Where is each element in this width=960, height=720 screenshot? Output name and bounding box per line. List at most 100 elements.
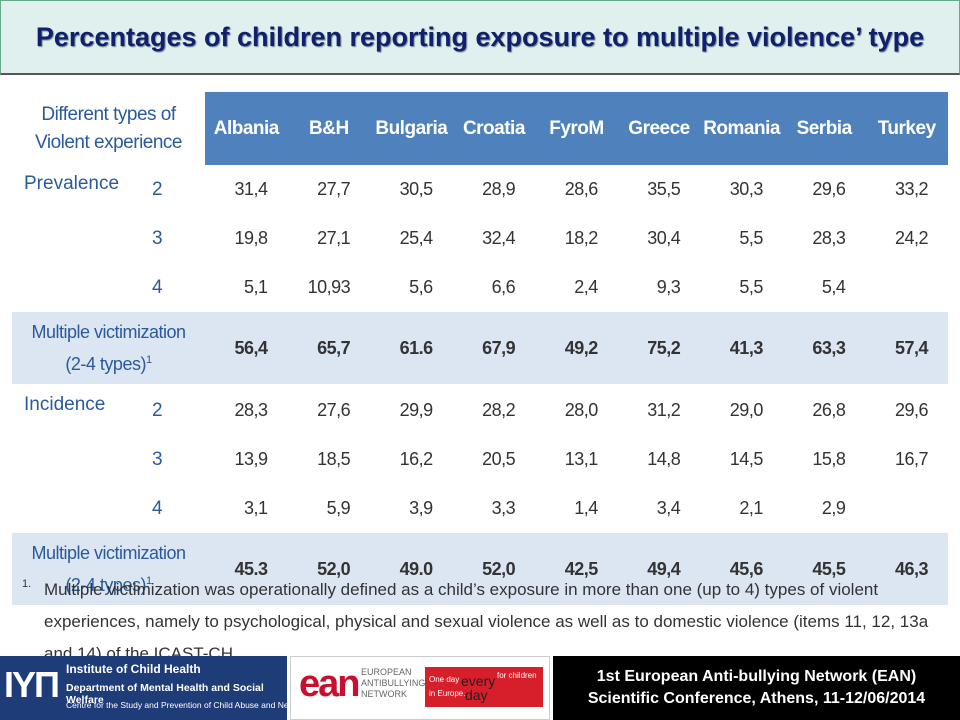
- ean-slogan: One day every day for children in Europe…: [425, 667, 543, 707]
- value-cell: 16,7: [894, 449, 929, 469]
- value-cell: 57,4: [865, 312, 948, 385]
- column-header: Turkey: [865, 92, 948, 165]
- value-cell: 3,3: [491, 498, 516, 518]
- value-cell: 41,3: [700, 312, 783, 385]
- value-cell: 45,6: [700, 533, 783, 605]
- value-cell: 20,5: [482, 449, 516, 469]
- value-cell: 25,4: [399, 228, 434, 248]
- value-cell: 28,2: [452, 384, 536, 435]
- slogan-part: One day: [429, 675, 460, 684]
- group-label: [12, 435, 132, 484]
- value-cell: 49,4: [617, 533, 701, 605]
- value-cell: 52,0: [287, 533, 371, 605]
- value-cell: 1,4: [574, 498, 598, 518]
- value-cell: [865, 484, 948, 533]
- value-cell: 29,9: [370, 384, 453, 435]
- slogan-part: for children: [497, 671, 537, 680]
- value-cell: 65,7: [287, 312, 371, 385]
- value-cell: 28,9: [482, 179, 516, 199]
- column-header: FyroM: [535, 92, 618, 165]
- summary-row: Multiple victimization (2-4 types)1 45.3 52…: [12, 533, 948, 605]
- value-cell: 10,93: [307, 277, 351, 297]
- institute-logo: ΙΥΠ Institute of Child Health Department…: [0, 656, 307, 720]
- value-cell: 26,8: [782, 384, 866, 435]
- value-cell: 13,9: [234, 449, 269, 469]
- data-table: Different types of Violent experience Alba…: [12, 92, 948, 605]
- value-cell: 42,5: [535, 533, 618, 605]
- value-cell: [865, 263, 948, 312]
- data-row: Incidence 2 28,3 27,6 29,9 28,2 28,0 31,2 29,0 26…: [12, 384, 948, 435]
- header-row: Different types of Violent experience Alba…: [12, 92, 948, 165]
- value-cell: 15,8: [812, 449, 846, 469]
- value-cell: 5,1: [244, 277, 268, 297]
- column-header: Croatia: [452, 92, 536, 165]
- logo-mark: ΙΥΠ: [4, 664, 60, 705]
- summary-sub: (2-4 types): [65, 354, 146, 374]
- type-label: 3: [152, 448, 163, 470]
- value-cell: 14,5: [729, 449, 764, 469]
- value-cell: 30,3: [729, 179, 764, 199]
- value-cell: 2,1: [739, 498, 763, 518]
- slogan-part: day: [465, 687, 488, 703]
- conference-line: Scientific Conference, Athens, 11-12/06/…: [587, 690, 926, 707]
- ean-word: ANTIBULLYING: [361, 678, 426, 688]
- value-cell: 33,2: [894, 179, 929, 199]
- value-cell: 5,6: [409, 277, 433, 297]
- value-cell: 28,0: [535, 384, 618, 435]
- column-header: Serbia: [782, 92, 866, 165]
- summary-line: (2-4 types)1: [12, 567, 205, 599]
- title-box: Percentages of children reporting exposu…: [0, 0, 960, 75]
- data-row: 3 13,9 18,5 16,2 20,5 13,1 14,8 14,5 15,8 16,7: [12, 435, 948, 484]
- value-cell: 67,9: [452, 312, 536, 385]
- group-label: [12, 214, 132, 263]
- value-cell: 31,4: [234, 179, 269, 199]
- value-cell: 27,1: [317, 228, 351, 248]
- value-cell: 45.3: [205, 533, 288, 605]
- value-cell: 3,9: [409, 498, 433, 518]
- value-cell: 63,3: [782, 312, 866, 385]
- slogan-part: in Europe.: [429, 689, 466, 698]
- value-cell: 56,4: [205, 312, 288, 385]
- data-row: Prevalence 2 31,4 27,7 30,5 28,9 28,6 35,5 30,3 2…: [12, 165, 948, 214]
- note-marker: 1: [145, 575, 152, 587]
- value-cell: 49.0: [370, 533, 453, 605]
- value-cell: 35,5: [647, 179, 681, 199]
- value-cell: 3,1: [244, 498, 268, 518]
- value-cell: 46,3: [865, 533, 948, 605]
- value-cell: 32,4: [482, 228, 516, 248]
- value-cell: 16,2: [399, 449, 434, 469]
- department: Department of Mental Health and Social W…: [66, 682, 264, 706]
- column-header: Bulgaria: [370, 92, 453, 165]
- summary-row: Multiple victimization (2-4 types)1 56,4 65…: [12, 312, 948, 385]
- value-cell: 5,5: [739, 228, 763, 248]
- ean-mark: ean: [299, 663, 361, 705]
- value-cell: 13,1: [564, 449, 599, 469]
- value-cell: 19,8: [234, 228, 269, 248]
- value-cell: 45,5: [782, 533, 866, 605]
- value-cell: 18,2: [564, 228, 599, 248]
- title: Percentages of children reporting exposu…: [35, 21, 925, 52]
- conference-box: 1st European Anti-bullying Network (EAN)…: [553, 656, 960, 720]
- value-cell: 5,9: [326, 498, 351, 518]
- summary-label: Multiple victimization (2-4 types)1: [12, 533, 206, 605]
- value-cell: 3,4: [656, 498, 681, 518]
- data-row: 3 19,8 27,1 25,4 32,4 18,2 30,4 5,5 28,3 24,2: [12, 214, 948, 263]
- group-label: [12, 263, 132, 312]
- footnote-marker: 1.: [22, 578, 32, 590]
- ean-word: EUROPEAN: [361, 667, 412, 677]
- corner-cell: Different types of Violent experience: [12, 92, 206, 165]
- slogan-part: every: [461, 673, 496, 689]
- value-cell: 14,8: [647, 449, 681, 469]
- value-cell: 61.6: [370, 312, 453, 385]
- value-cell: 29,6: [812, 179, 846, 199]
- column-header: Albania: [205, 92, 288, 165]
- group-label: Incidence: [12, 384, 132, 435]
- note-marker: 1: [145, 354, 152, 366]
- summary-sub: (2-4 types): [65, 575, 146, 595]
- ean-word: NETWORK: [361, 689, 407, 699]
- column-header: Greece: [617, 92, 701, 165]
- value-cell: 30,5: [399, 179, 434, 199]
- value-cell: 49,2: [535, 312, 618, 385]
- value-cell: 24,2: [894, 228, 929, 248]
